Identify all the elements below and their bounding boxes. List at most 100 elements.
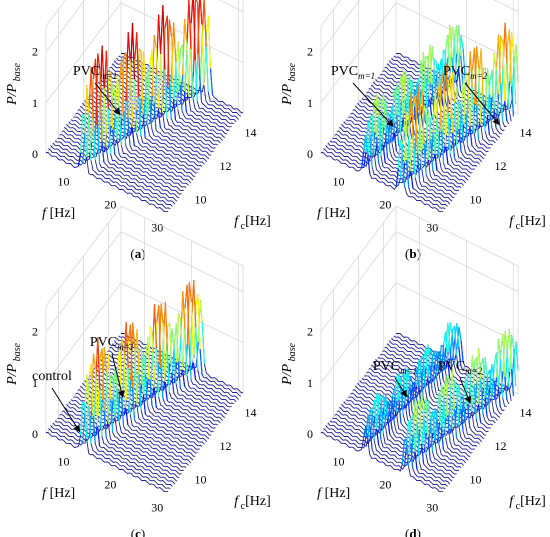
peak-segment <box>153 102 157 131</box>
spectrum-line <box>345 78 469 181</box>
peak-segment <box>168 87 172 119</box>
peak-segment <box>400 76 404 119</box>
peak-segment <box>209 68 214 96</box>
y-tick-label: 12 <box>220 439 232 453</box>
annotation-arrow-shaft <box>51 387 79 430</box>
peak-segment <box>196 1 201 76</box>
peak-segment <box>429 45 433 85</box>
peak-segment <box>110 374 114 379</box>
peak-segment <box>190 0 194 24</box>
peak-segment <box>506 348 510 389</box>
peak-segment <box>454 380 458 390</box>
peak-segment <box>395 168 399 188</box>
peak-segment <box>367 155 371 174</box>
peak-segment <box>125 322 129 368</box>
z-gridline <box>320 2 519 104</box>
peak-segment <box>369 136 373 167</box>
peak-segment <box>422 357 426 390</box>
x-tick-label: 10 <box>57 175 69 189</box>
peak-segment <box>401 156 405 186</box>
peak-segment <box>164 381 168 401</box>
peak-segment <box>429 418 434 452</box>
peak-segment <box>153 304 158 349</box>
z-tick-label: 1 <box>32 96 38 110</box>
peak-segment <box>491 70 495 110</box>
peak-segment <box>456 323 460 347</box>
x-tick-label: 10 <box>57 455 69 469</box>
peak-segment <box>158 14 162 54</box>
peak-segment <box>201 24 205 86</box>
z-gridline <box>320 53 519 155</box>
peak-segment <box>129 59 133 128</box>
peak-segment <box>121 338 125 353</box>
peak-segment <box>427 377 431 396</box>
annotation-arrow-head <box>400 389 408 398</box>
peak-segment <box>508 329 512 370</box>
peak-segment <box>467 373 471 376</box>
peak-segment <box>169 323 173 373</box>
spectrum-line <box>325 110 448 207</box>
peak-segment <box>361 151 365 169</box>
spectrum-line <box>338 400 462 468</box>
peak-segment <box>400 386 404 415</box>
peak-segment <box>125 340 129 400</box>
peak-segment <box>493 109 497 128</box>
peak-segment <box>382 144 386 163</box>
peak-segment <box>132 322 136 349</box>
peak-segment <box>389 400 393 404</box>
z-tick-label: 2 <box>307 325 313 339</box>
peak-segment <box>166 350 170 393</box>
peak-segment <box>374 99 378 138</box>
peak-segment <box>164 69 168 119</box>
peak-segment <box>402 374 406 406</box>
peak-segment <box>458 100 462 111</box>
peak-segment <box>499 83 504 122</box>
peak-segment <box>157 108 161 128</box>
x-axis-label: f [Hz] <box>317 486 350 501</box>
peak-segment <box>173 22 177 62</box>
panel-label-open: ( <box>130 246 134 261</box>
peak-segment <box>116 75 120 107</box>
peak-segment <box>155 47 159 109</box>
peak-segment <box>434 410 438 441</box>
peak-segment <box>487 68 491 95</box>
spectra <box>45 279 244 493</box>
peak-segment <box>407 394 411 416</box>
peak-segment <box>384 132 389 158</box>
peak-segment <box>440 362 444 380</box>
peak-segment <box>431 46 435 71</box>
peak-segment <box>416 359 420 386</box>
y-axis-label-sub: c <box>513 501 521 512</box>
peak-segment <box>131 127 135 146</box>
peak-segment <box>419 115 423 170</box>
peak-segment <box>160 53 164 113</box>
peak-segment <box>155 348 160 397</box>
peak-segment <box>442 49 446 55</box>
peak-segment <box>195 327 199 370</box>
peak-segment <box>504 22 508 64</box>
peak-segment <box>475 106 480 140</box>
peak-segment <box>171 328 175 349</box>
peak-segment <box>456 388 460 426</box>
peak-segment <box>86 381 90 430</box>
annotation-sub: m=1 <box>400 366 417 376</box>
peak-segment <box>97 338 101 390</box>
peak-segment <box>166 15 170 88</box>
peak-segment <box>92 415 96 444</box>
spectrum-line <box>336 394 459 471</box>
peak-segment <box>497 339 502 360</box>
spectrum-line <box>345 376 469 461</box>
spectrum-line <box>61 353 184 471</box>
annotation-sub: m=2 <box>465 366 483 376</box>
x-axis-label-var: f <box>42 486 48 501</box>
annotation-sub: m=1 <box>100 71 117 81</box>
spectrum-line <box>323 414 446 490</box>
spectrum-line <box>327 91 451 205</box>
peak-segment <box>99 68 103 141</box>
z-axis-label-main: P/P <box>280 363 295 385</box>
peak-segment <box>410 91 414 136</box>
peak-segment <box>199 40 203 86</box>
peak-segment <box>387 122 391 151</box>
peak-segment <box>451 335 455 366</box>
